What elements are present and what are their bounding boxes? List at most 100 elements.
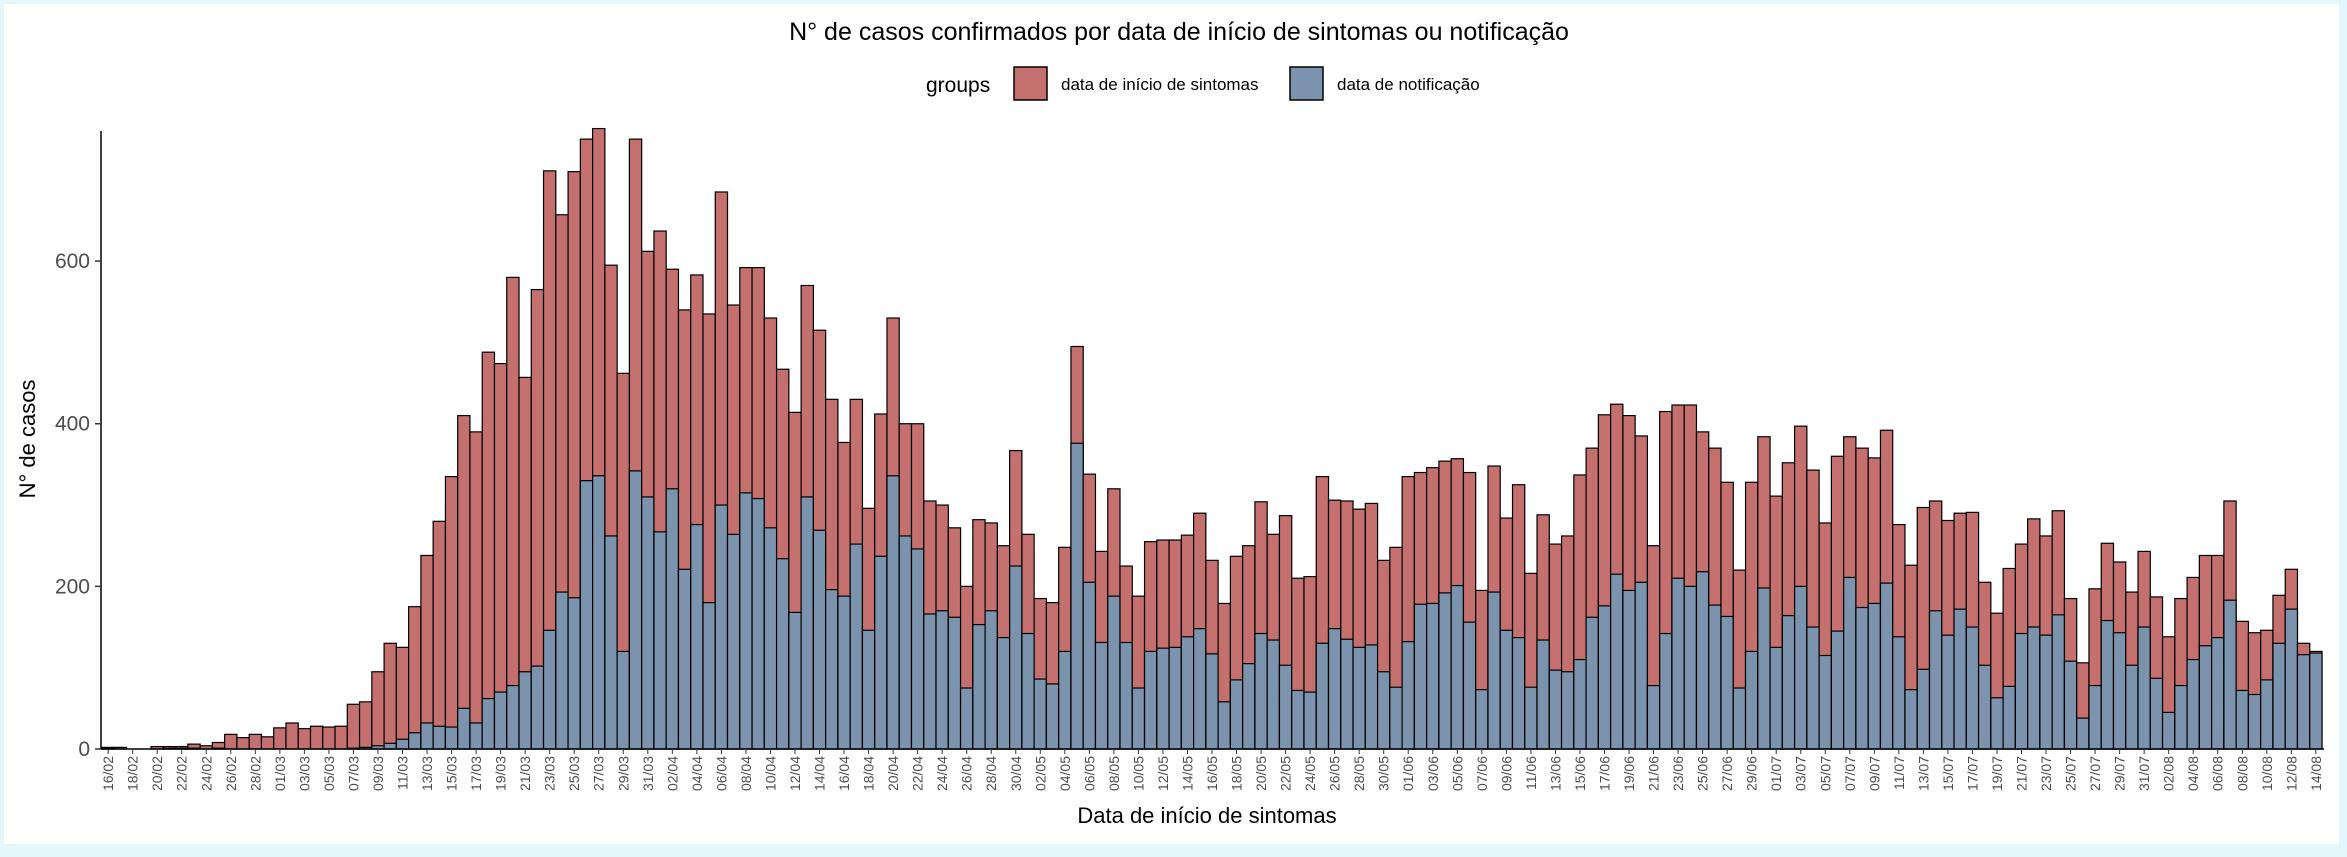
bar-notification-11/06: [1524, 686, 1538, 750]
x-tick-label: 11/06: [1523, 756, 1539, 790]
x-tick-label: 19/07: [1989, 756, 2005, 791]
bar-notification-19/04: [874, 555, 888, 750]
bar-notification-02/06: [1413, 603, 1428, 750]
bar-onset-19/03: [493, 362, 508, 750]
bar-notification-08/05: [1107, 595, 1121, 750]
bar-notification-04/04: [690, 523, 704, 750]
bar-notification-04/08: [2186, 658, 2200, 750]
x-tick-label: 31/03: [640, 756, 656, 791]
x-tick-label: 03/06: [1425, 756, 1441, 791]
bar-notification-13/06: [1548, 669, 1563, 750]
x-tick-label: 20/04: [885, 756, 901, 791]
x-tick-label: 27/03: [591, 756, 607, 791]
bar-notification-03/04: [677, 568, 692, 750]
x-tick-label: 25/03: [566, 756, 582, 791]
bar-notification-05/04: [702, 602, 716, 750]
x-tick-label: 08/05: [1106, 756, 1122, 791]
x-tick-label: 23/03: [542, 756, 558, 791]
bar-notification-30/03: [628, 470, 643, 750]
bar-notification-24/05: [1303, 691, 1317, 750]
bar-notification-15/04: [825, 589, 839, 750]
bar-onset-16/03: [457, 415, 471, 750]
x-tick-label: 16/05: [1204, 756, 1220, 791]
bar-notification-30/05: [1376, 671, 1391, 750]
bar-notification-15/07: [1941, 634, 1955, 750]
x-tick-label: 22/05: [1278, 756, 1294, 791]
bar-notification-12/04: [788, 611, 802, 750]
bar-notification-24/06: [1683, 585, 1698, 750]
bar-notification-05/06: [1450, 584, 1465, 750]
x-tick-label: 17/07: [1964, 756, 1980, 791]
x-tick-label: 05/07: [1817, 756, 1833, 791]
bar-notification-04/07: [1806, 626, 1820, 750]
bar-notification-26/03: [579, 480, 594, 750]
x-tick-label: 24/02: [198, 756, 214, 791]
bar-notification-14/06: [1560, 671, 1575, 750]
bar-notification-18/07: [1977, 664, 1992, 750]
bar-notification-10/03: [383, 742, 397, 750]
x-tick-label: 01/06: [1400, 756, 1416, 791]
bar-notification-16/05: [1205, 653, 1219, 750]
bar-notification-27/07: [2088, 684, 2102, 750]
bar-notification-25/06: [1695, 571, 1710, 750]
bar-notification-28/04: [984, 610, 998, 750]
x-tick-label: 26/05: [1327, 756, 1343, 791]
x-tick-label: 12/04: [787, 756, 803, 791]
bar-notification-25/07: [2063, 660, 2078, 750]
x-tick-label: 29/03: [615, 756, 631, 791]
bar-notification-03/08: [2174, 684, 2188, 750]
bar-notification-16/04: [837, 595, 851, 750]
bar-notification-21/03: [518, 671, 532, 750]
chart-title: N° de casos confirmados por data de iníc…: [789, 18, 1569, 46]
x-tick-label: 29/07: [2112, 756, 2128, 791]
x-tick-label: 04/04: [689, 756, 705, 791]
bar-notification-30/04: [1009, 565, 1023, 750]
bar-notification-02/07: [1781, 615, 1796, 750]
legend-label-onset: data de início de sintomas: [1061, 75, 1259, 94]
bar-notification-19/03: [493, 691, 508, 750]
bar-notification-08/08: [2235, 689, 2250, 750]
chart-panel: N° de casos confirmados por data de iníc…: [4, 4, 2339, 844]
bar-notification-18/04: [861, 629, 876, 750]
bar-notification-05/05: [1070, 442, 1084, 750]
bar-notification-18/06: [1610, 573, 1624, 750]
bar-notification-21/07: [2014, 632, 2029, 750]
x-axis-label: Data de início de sintomas: [1077, 803, 1336, 828]
bar-notification-08/06: [1487, 591, 1501, 750]
bar-notification-29/03: [616, 650, 631, 750]
x-tick-label: 19/06: [1621, 756, 1637, 791]
bar-notification-20/07: [2002, 685, 2016, 750]
bar-notification-01/04: [653, 531, 667, 750]
bar-series: [101, 127, 2323, 750]
x-tick-label: 28/04: [983, 756, 999, 791]
x-tick-label: 12/08: [2283, 756, 2299, 791]
x-tick-label: 24/04: [934, 756, 950, 791]
bar-notification-10/07: [1879, 582, 1894, 750]
bar-notification-23/03: [542, 629, 557, 750]
x-tick-label: 24/05: [1302, 756, 1318, 791]
bar-notification-01/07: [1769, 646, 1783, 750]
x-tick-label: 17/03: [468, 756, 484, 791]
bar-notification-17/04: [849, 543, 864, 750]
x-tick-label: 02/08: [2161, 756, 2177, 791]
bar-notification-01/08: [2149, 677, 2164, 750]
bar-notification-13/05: [1168, 646, 1182, 750]
bar-notification-11/08: [2272, 642, 2286, 750]
x-tick-label: 28/05: [1351, 756, 1367, 791]
bar-notification-28/05: [1352, 646, 1366, 750]
bar-notification-22/03: [530, 665, 545, 750]
x-tick-label: 31/07: [2136, 756, 2152, 791]
x-tick-label: 11/07: [1891, 756, 1907, 790]
x-tick-label: 09/06: [1498, 756, 1514, 791]
x-tick-label: 18/04: [861, 756, 877, 791]
bar-notification-23/06: [1671, 577, 1685, 750]
x-tick-label: 18/02: [125, 756, 141, 791]
bar-notification-10/06: [1511, 636, 1526, 750]
x-tick-label: 04/08: [2185, 756, 2201, 791]
bar-notification-04/06: [1438, 592, 1452, 750]
x-tick-label: 21/06: [1646, 756, 1662, 791]
x-tick-label: 07/07: [1842, 756, 1858, 791]
bar-notification-06/08: [2211, 636, 2225, 750]
x-tick-label: 07/03: [345, 756, 361, 791]
bar-notification-17/03: [469, 722, 483, 750]
